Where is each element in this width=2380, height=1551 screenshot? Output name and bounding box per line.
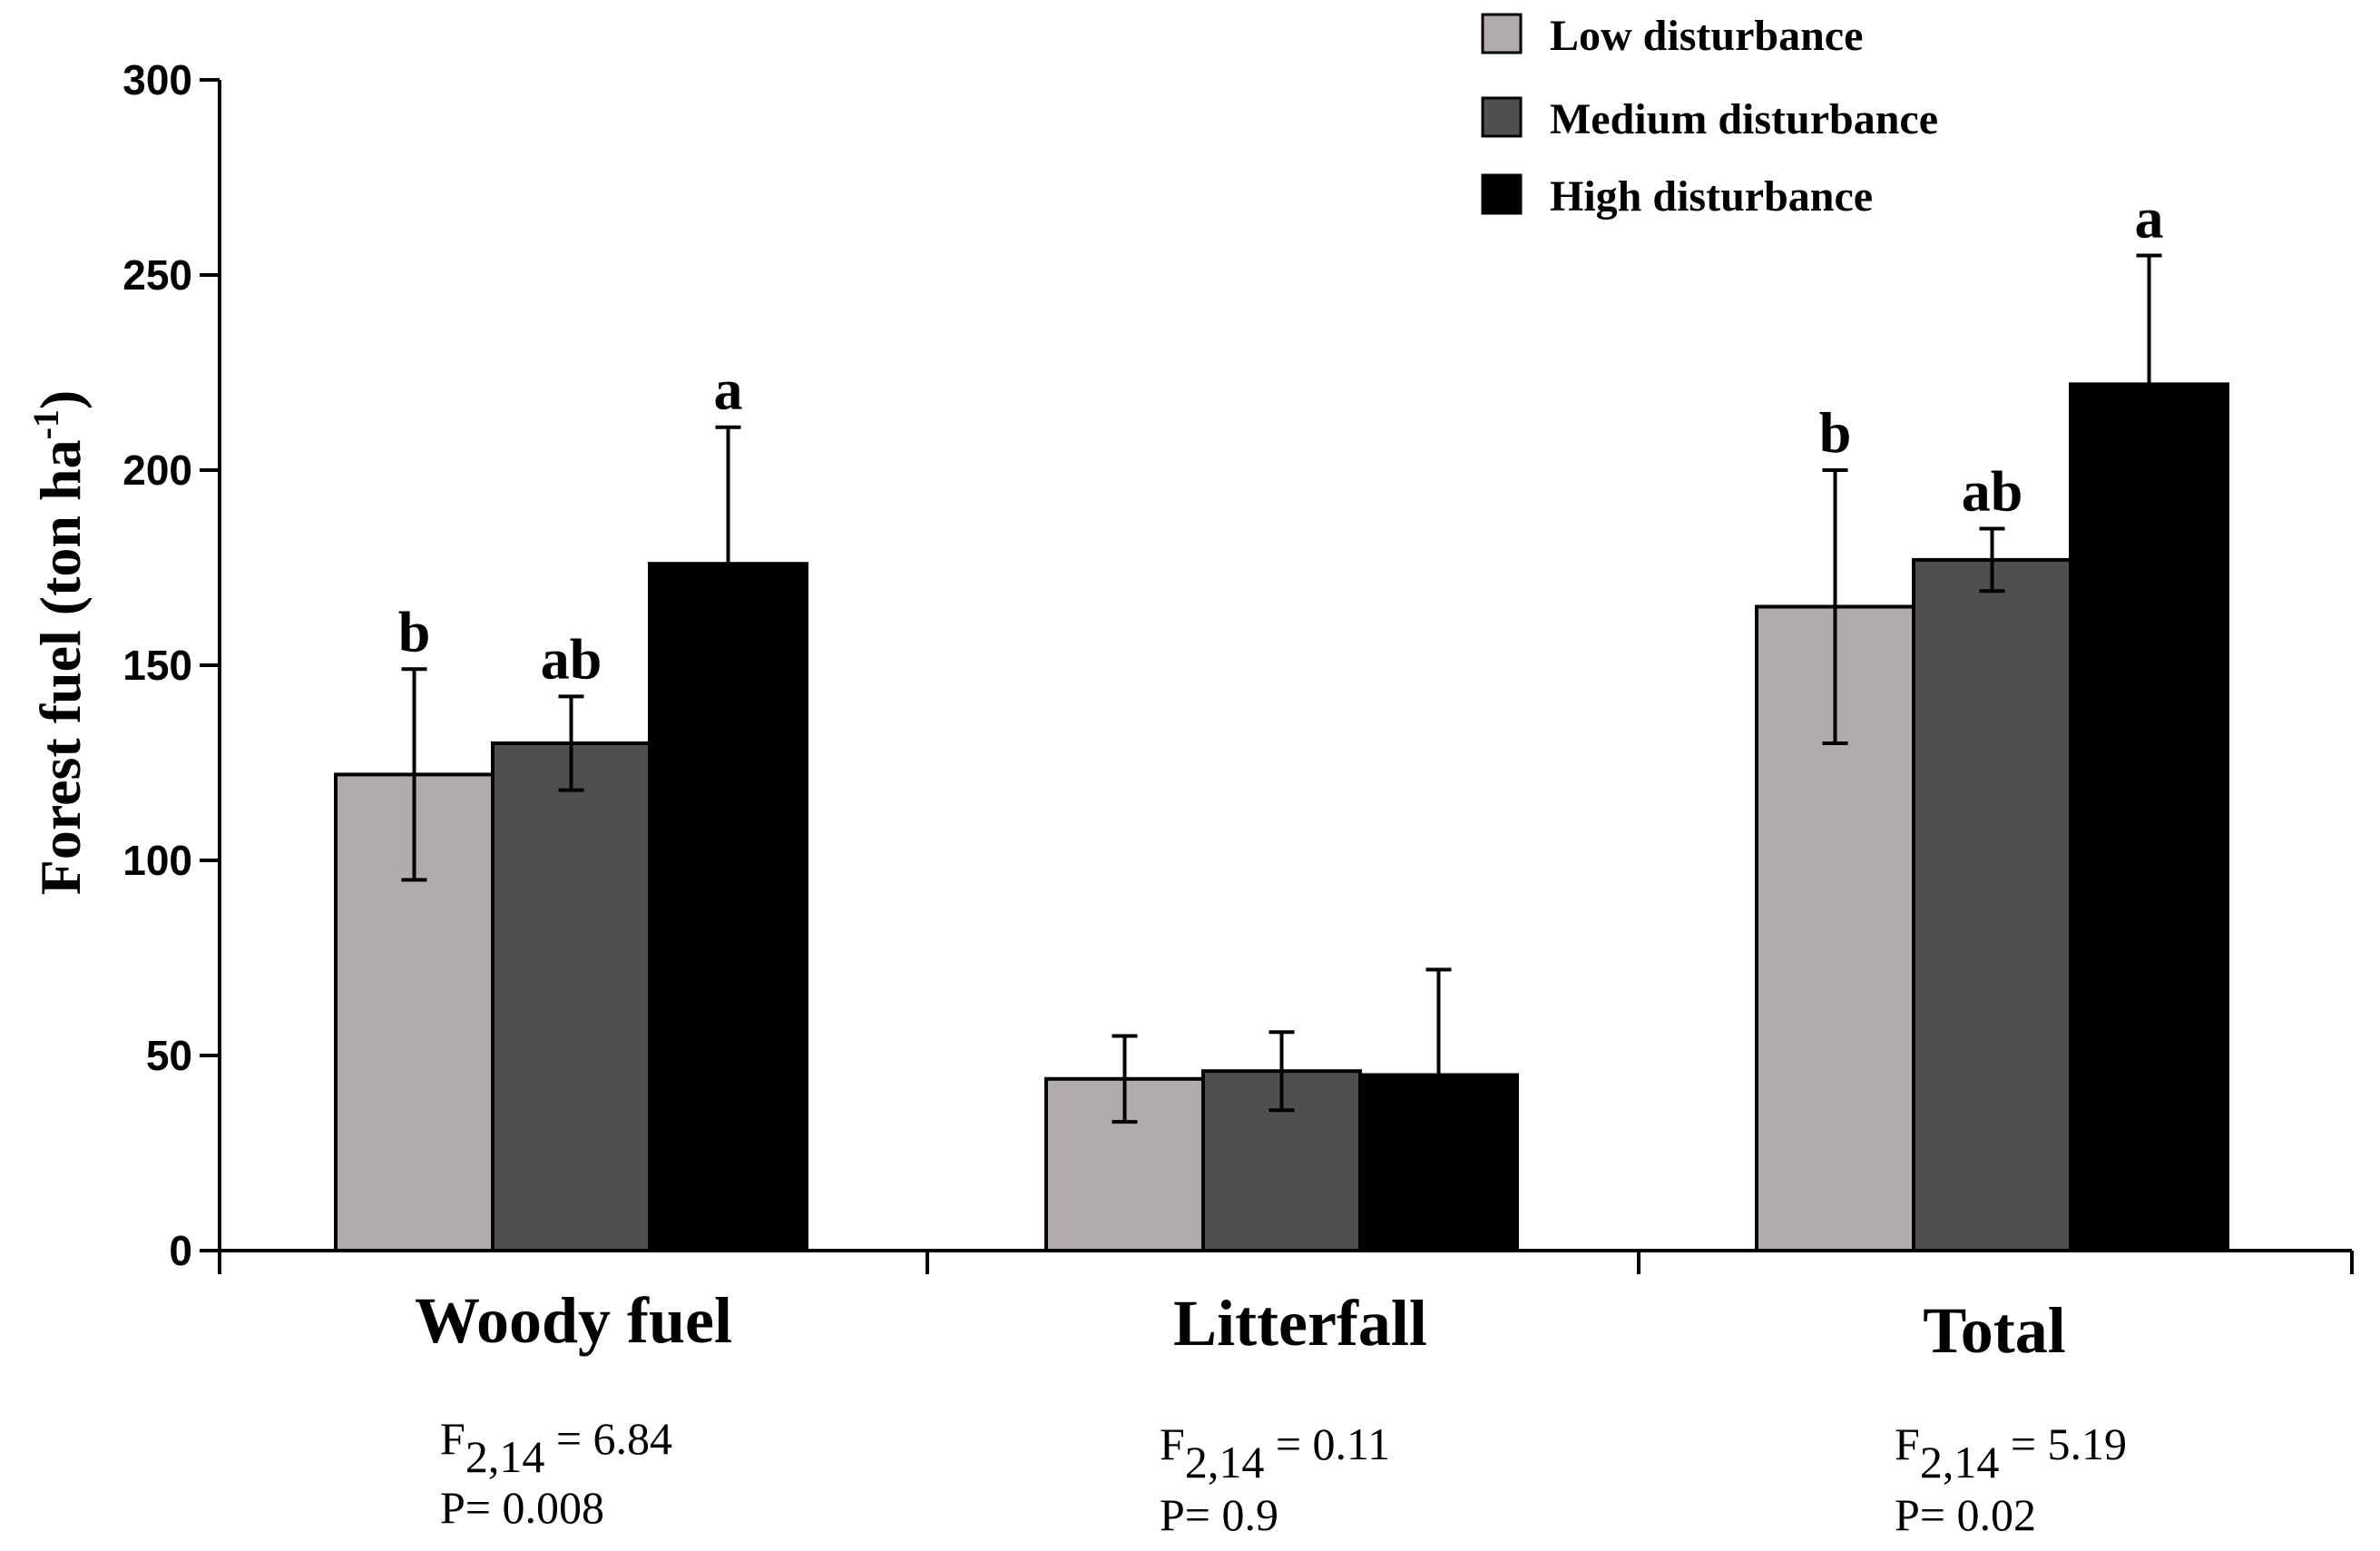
significance-letter: ab: [1962, 459, 2023, 524]
p-value: P= 0.02: [1895, 1489, 2036, 1540]
bar: [491, 741, 651, 1252]
legend-label: Medium disturbance: [1550, 95, 1938, 143]
f-statistic: F2,14 = 5.19: [1895, 1418, 2127, 1487]
category-label: Litterfall: [1173, 1287, 1427, 1360]
legend-swatch: [1481, 173, 1523, 215]
y-tick-label: 100: [122, 837, 192, 884]
y-axis-title: Forest fuel (ton ha-1): [25, 390, 93, 896]
y-tick-label: 300: [122, 56, 192, 103]
y-tick-label: 200: [122, 447, 192, 494]
y-tick-label: 250: [122, 251, 192, 299]
significance-letter: b: [398, 599, 431, 663]
category-label: Total: [1923, 1294, 2065, 1367]
legend: Low disturbance Medium disturbance High di…: [1481, 12, 1938, 221]
legend-label: Low disturbance: [1550, 12, 1863, 60]
p-value: P= 0.9: [1160, 1489, 1278, 1540]
y-tick-label: 0: [169, 1227, 192, 1274]
bars: [334, 382, 2229, 1253]
significance-letter: ab: [541, 626, 602, 691]
error-bars: [401, 253, 2162, 1183]
significance-letter: a: [714, 358, 743, 422]
bar: [1912, 557, 2072, 1252]
f-statistic: F2,14 = 0.11: [1160, 1418, 1390, 1487]
category-label: Woody fuel: [415, 1284, 732, 1357]
x-axis-labels: Woody fuel Litterfall Total: [415, 1284, 2066, 1367]
y-tick-label: 150: [122, 642, 192, 689]
statistics-annotations: F2,14 = 6.84P= 0.008 F2,14 = 0.11P= 0.9 F2…: [440, 1413, 2127, 1540]
significance-letter: a: [2135, 186, 2164, 250]
y-axis-label: Forest fuel (ton ha-1): [25, 390, 93, 896]
legend-swatch: [1481, 96, 1523, 138]
y-tick-label: 50: [146, 1032, 192, 1079]
legend-label: High disturbance: [1550, 172, 1873, 221]
f-statistic: F2,14 = 6.84: [440, 1413, 672, 1482]
p-value: P= 0.008: [440, 1482, 604, 1533]
significance-letter: b: [1819, 400, 1852, 465]
legend-swatch: [1481, 13, 1523, 54]
bar: [2069, 382, 2229, 1252]
